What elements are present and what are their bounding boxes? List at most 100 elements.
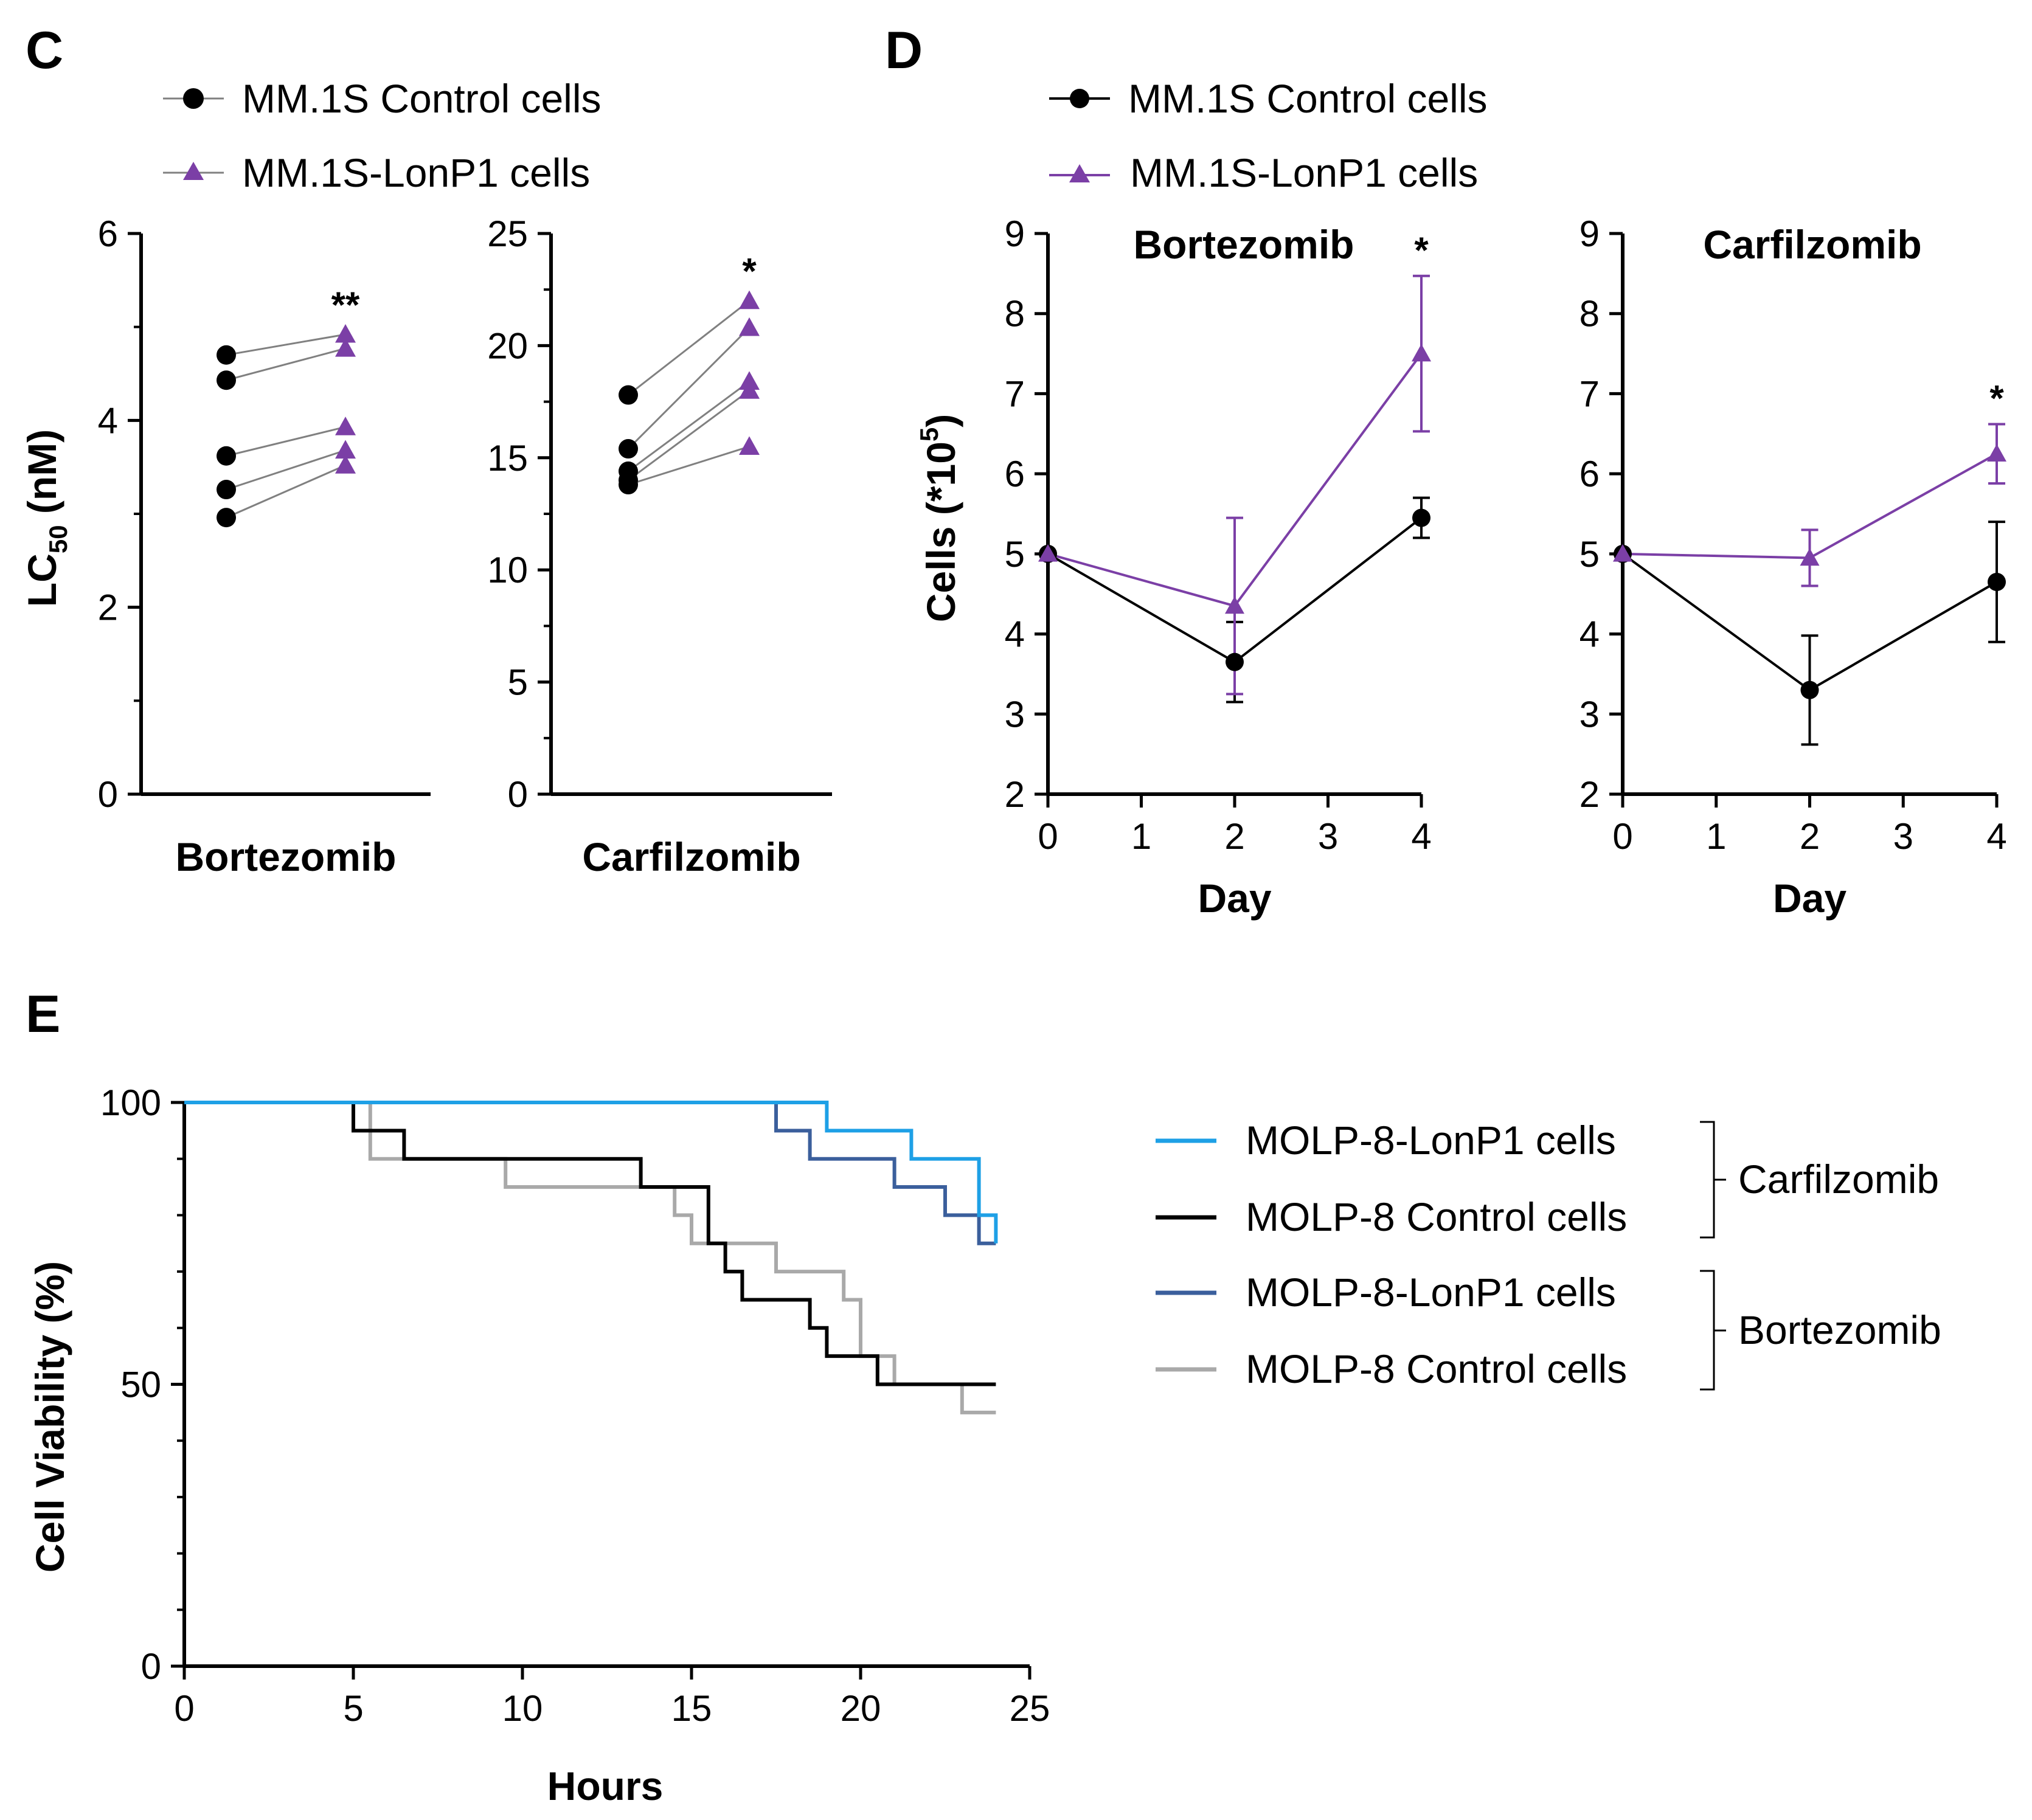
d-subplot-title: Bortezomib	[1134, 222, 1354, 267]
c-y-tick-label: 4	[98, 400, 118, 441]
d-control-point	[1412, 508, 1430, 527]
c-x-label: Carfilzomib	[582, 834, 800, 879]
panel-d-y-label-end: )	[918, 414, 963, 427]
d-lonp1-point	[1613, 544, 1632, 562]
legend-d-control-label: MM.1S Control cells	[1128, 76, 1488, 121]
c-significance: *	[742, 251, 757, 292]
c-y-tick-label: 0	[508, 774, 528, 815]
legend-e-carf-lonp1-label: MOLP-8-LonP1 cells	[1246, 1118, 1616, 1163]
d-y-tick-label: 5	[1005, 534, 1025, 575]
c-significance: **	[331, 285, 360, 325]
d-x-tick-label: 0	[1038, 816, 1058, 857]
legend-c-control-marker	[183, 88, 204, 109]
c-y-tick-label: 6	[98, 213, 118, 254]
d-y-tick-label: 8	[1005, 294, 1025, 334]
legend-e-carfilzomib-bracket	[1700, 1121, 1726, 1239]
d-y-tick-label: 4	[1579, 614, 1600, 655]
panel-d-bortezomib-plot: 2 3 4 5 6 7 8 9 0 1 2 3 4 * Bortezomib Day	[1005, 213, 1432, 921]
panel-c-y-label-sub: 50	[44, 525, 72, 553]
panel-d-legend: MM.1S Control cells MM.1S-LonP1 cells	[1049, 76, 1488, 195]
c-pair-line	[627, 327, 751, 450]
c-pair-line	[226, 426, 346, 457]
panel-c-y-label-unit: (nM)	[19, 429, 64, 525]
e-x-label: Hours	[547, 1763, 664, 1808]
d-y-tick-label: 8	[1579, 294, 1600, 334]
d-control-point	[1988, 572, 2006, 591]
panel-c-y-axis-title: LC50 (nM)	[19, 429, 72, 607]
d-lonp1-point	[1987, 444, 2006, 462]
d-y-tick-label: 3	[1005, 694, 1025, 735]
c-pair-line	[226, 347, 346, 381]
legend-d-lonp1-marker	[1069, 164, 1090, 182]
panel-e-legend: MOLP-8-LonP1 cells MOLP-8 Control cells …	[1156, 1118, 1941, 1391]
c-lonp1-point	[739, 290, 760, 310]
d-y-tick-label: 4	[1005, 614, 1025, 655]
d-control-point	[1800, 680, 1819, 699]
d-significance: *	[1414, 230, 1429, 271]
legend-e-carf-control-label: MOLP-8 Control cells	[1246, 1194, 1627, 1239]
panel-c-bortezomib-plot: 0 2 4 6 ** Bortezomib	[98, 213, 431, 879]
c-x-label: Bortezomib	[176, 834, 397, 879]
c-lonp1-point	[739, 317, 760, 336]
panel-d-carfilzomib-plot: 2 3 4 5 6 7 8 9 0 1 2 3 4 * Carfilzomib Day	[1579, 213, 2007, 921]
d-x-tick-label: 0	[1612, 816, 1632, 857]
d-x-label: Day	[1773, 876, 1846, 921]
d-lonp1-point	[1800, 548, 1820, 566]
c-y-tick-label: 10	[487, 550, 528, 590]
legend-c-control-label: MM.1S Control cells	[242, 76, 602, 121]
c-control-point	[217, 345, 236, 365]
c-pair-line	[628, 381, 750, 472]
e-x-tick-label: 15	[671, 1688, 712, 1729]
c-lonp1-point	[335, 417, 356, 435]
d-lonp1-point	[1225, 596, 1244, 614]
e-x-tick-label: 25	[1010, 1688, 1050, 1729]
legend-d-lonp1-label: MM.1S-LonP1 cells	[1130, 150, 1478, 195]
e-carfilzomib-lonp1-curve	[184, 1101, 998, 1244]
d-lonp1-point	[1038, 544, 1058, 562]
c-pair-line	[226, 333, 346, 356]
c-pair-line	[628, 445, 750, 486]
d-control-point	[1226, 652, 1244, 671]
panel-d-group: D MM.1S Control cells MM.1S-LonP1 cells …	[885, 21, 2007, 921]
legend-e-bort-lonp1-label: MOLP-8-LonP1 cells	[1246, 1270, 1616, 1315]
legend-e-bortezomib-bracket	[1700, 1270, 1726, 1391]
d-y-tick-label: 2	[1579, 774, 1600, 815]
d-x-tick-label: 4	[1986, 816, 2006, 857]
c-pair-line	[226, 449, 346, 491]
c-y-tick-label: 20	[487, 325, 528, 366]
d-lonp1-point	[1412, 344, 1431, 362]
d-x-tick-label: 1	[1131, 816, 1151, 857]
panel-d-y-axis-title: Cells (*105)	[915, 414, 963, 623]
c-lonp1-point	[335, 440, 356, 459]
d-x-label: Day	[1198, 876, 1271, 921]
e-bortezomib-control-curve	[184, 1101, 996, 1414]
d-x-tick-label: 2	[1800, 816, 1820, 857]
legend-c-lonp1-label: MM.1S-LonP1 cells	[242, 150, 590, 195]
legend-e-bortezomib-label: Bortezomib	[1738, 1307, 1941, 1352]
panel-d-y-label-sup: 5	[915, 427, 943, 441]
panel-c-letter: C	[26, 21, 63, 80]
panel-c-legend: MM.1S Control cells MM.1S-LonP1 cells	[163, 76, 602, 195]
c-pair-line	[226, 464, 346, 519]
d-x-tick-label: 3	[1318, 816, 1338, 857]
d-significance: *	[1989, 378, 2004, 418]
c-control-point	[619, 385, 638, 405]
panel-c-carfilzomib-plot: 0 5 10 15 20 25 * Carfilzomib	[487, 213, 832, 879]
e-y-tick-label: 100	[100, 1082, 161, 1123]
c-y-tick-label: 25	[487, 213, 528, 254]
legend-d-control-marker	[1070, 89, 1089, 108]
e-y-tick-label: 50	[120, 1365, 161, 1405]
c-pair-line	[628, 389, 750, 481]
panel-c-group: C MM.1S Control cells MM.1S-LonP1 cells …	[19, 21, 832, 879]
c-y-tick-label: 0	[98, 774, 118, 815]
d-y-tick-label: 6	[1579, 454, 1600, 494]
c-lonp1-point	[739, 436, 760, 455]
d-y-tick-label: 7	[1005, 373, 1025, 414]
c-control-point	[619, 439, 638, 459]
c-control-point	[217, 480, 236, 500]
d-y-tick-label: 6	[1005, 454, 1025, 494]
e-x-tick-label: 0	[174, 1688, 194, 1729]
c-y-tick-label: 2	[98, 587, 118, 628]
c-y-tick-label: 15	[487, 438, 528, 479]
